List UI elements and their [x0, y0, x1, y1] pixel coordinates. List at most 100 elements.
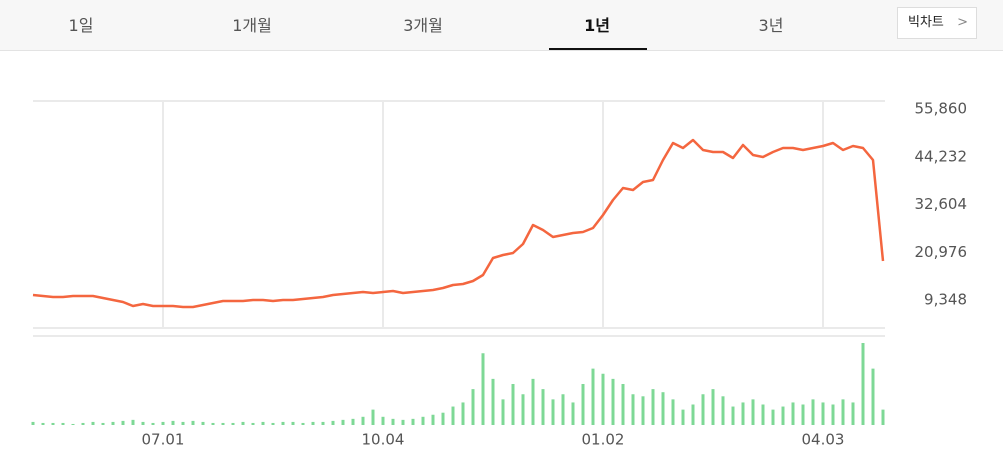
volume-bar [591, 368, 595, 425]
volume-bar [581, 384, 585, 425]
volume-bar [771, 409, 775, 425]
x-tick-label: 07.01 [142, 431, 185, 449]
y-tick-label: 44,232 [915, 147, 968, 165]
volume-bar [151, 422, 155, 425]
volume-bar [81, 422, 85, 425]
volume-bar [531, 378, 535, 425]
volume-bar [741, 402, 745, 425]
volume-bar [41, 422, 45, 425]
volume-bar [801, 404, 805, 425]
volume-bar [441, 412, 445, 425]
volume-bar [611, 378, 615, 425]
tab-bar: 1일 1개월 3개월 1년 3년 빅차트 > [0, 0, 1003, 51]
volume-bar [341, 419, 345, 425]
volume-bar [841, 399, 845, 425]
volume-bar [861, 343, 865, 425]
arrow-icon: > [957, 15, 968, 30]
volume-bar [401, 419, 405, 425]
volume-bar [221, 422, 225, 425]
price-line [32, 138, 885, 309]
y-tick-label: 9,348 [924, 291, 967, 309]
volume-bar [731, 406, 735, 425]
x-tick-label: 04.03 [802, 431, 845, 449]
tab[interactable]: 1일 [68, 16, 94, 35]
volume-bar [311, 421, 315, 425]
volume-bar [331, 420, 335, 425]
x-tick-label: 01.02 [582, 431, 625, 449]
volume-bar [421, 416, 425, 425]
volume-bar [291, 421, 295, 425]
volume-bar [271, 422, 275, 425]
volume-bar [681, 409, 685, 425]
volume-bar [351, 418, 355, 425]
volume-bar [871, 368, 875, 425]
volume-bar [451, 406, 455, 425]
volume-bar [501, 399, 505, 425]
volume-bar [251, 422, 255, 425]
volume-bar [121, 420, 125, 425]
volume-bar [781, 406, 785, 425]
volume-bar [381, 416, 385, 425]
tab[interactable]: 1개월 [232, 16, 272, 35]
tab[interactable]: 3개월 [403, 16, 443, 35]
volume-bar [561, 394, 565, 425]
volume-bar [361, 416, 365, 425]
big-chart-button[interactable]: 빅차트 > [897, 7, 977, 39]
volume-bar [711, 389, 715, 425]
volume-bar [661, 392, 665, 425]
volume-bar [791, 402, 795, 425]
volume-bar [171, 420, 175, 425]
volume-bar [371, 409, 375, 425]
volume-bar [261, 421, 265, 425]
volume-bar [471, 389, 475, 425]
volume-bar [31, 421, 35, 425]
volume-bar [511, 384, 515, 425]
volume-bar [101, 422, 105, 425]
y-tick-label: 32,604 [915, 195, 968, 213]
tab-underline [549, 48, 647, 50]
tab[interactable]: 1년 [584, 16, 610, 35]
volume-bar [541, 389, 545, 425]
volume-bar [811, 399, 815, 425]
volume-bar [831, 404, 835, 425]
volume-bar [111, 421, 115, 425]
volume-bar [881, 409, 885, 425]
volume-bar [91, 421, 95, 425]
x-tick-label: 10.04 [362, 431, 405, 449]
y-tick-label: 55,860 [915, 99, 968, 117]
volume-bar [431, 414, 435, 425]
volume-bar [191, 420, 195, 425]
volume-bar [701, 394, 705, 425]
volume-bar [601, 373, 605, 425]
volume-bar [161, 421, 165, 425]
tab[interactable]: 3년 [758, 16, 784, 35]
volume-bar [391, 418, 395, 425]
volume-bar [551, 399, 555, 425]
button-label: 빅차트 [908, 15, 944, 30]
volume-bar [641, 396, 645, 425]
volume-bar [181, 421, 185, 425]
volume-bar [231, 422, 235, 425]
volume-bar [201, 421, 205, 425]
volume-bar [411, 418, 415, 425]
volume-bar [481, 353, 485, 425]
volume-bar [621, 384, 625, 425]
volume-bar [301, 422, 305, 425]
volume-bar [691, 404, 695, 425]
volume-bar [821, 402, 825, 425]
y-tick-label: 20,976 [915, 243, 968, 261]
volume-bar [51, 422, 55, 425]
volume-bar [571, 402, 575, 425]
volume-bar [761, 404, 765, 425]
volume-bar [61, 422, 65, 425]
volume-bar [631, 394, 635, 425]
volume-bar [321, 421, 325, 425]
volume-bar [751, 399, 755, 425]
volume-bar [671, 399, 675, 425]
volume-bar [521, 394, 525, 425]
volume-bar [491, 378, 495, 425]
volume-bar [141, 421, 145, 425]
volume-bar [721, 396, 725, 425]
